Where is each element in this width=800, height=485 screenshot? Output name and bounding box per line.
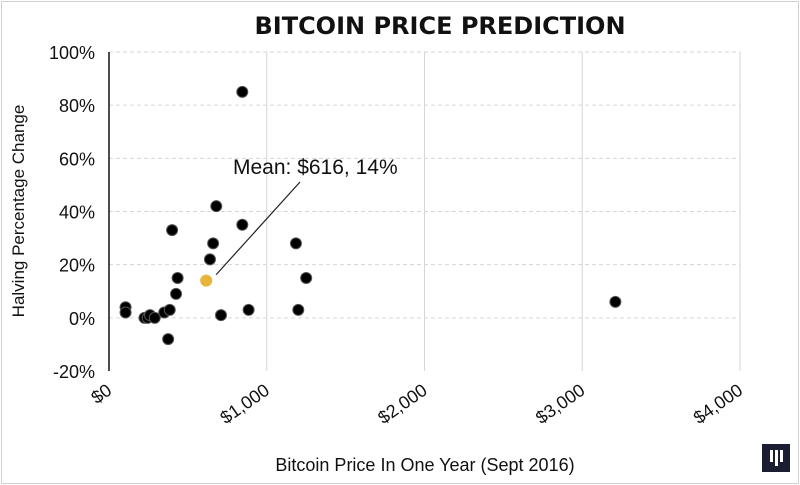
y-tick-label: 60% xyxy=(59,149,95,169)
x-tick-label: $1,000 xyxy=(216,380,273,428)
data-point xyxy=(300,271,313,284)
data-point xyxy=(166,224,179,237)
y-axis-label: Halving Percentage Change xyxy=(9,105,28,318)
y-tick-label: 20% xyxy=(59,256,95,276)
data-point xyxy=(215,309,228,322)
data-point xyxy=(210,200,223,213)
y-tick-label: 100% xyxy=(49,43,95,63)
y-tick-label: -20% xyxy=(53,362,95,382)
data-point xyxy=(242,303,255,316)
x-tick-label: $2,000 xyxy=(374,380,431,428)
x-tick-label: $0 xyxy=(87,380,115,408)
data-point xyxy=(170,287,183,300)
mean-point xyxy=(200,274,213,287)
mean-annotation-label: Mean: $616, 14% xyxy=(233,156,398,179)
x-tick-label: $4,000 xyxy=(690,380,747,428)
chart-title: BITCOIN PRICE PREDICTION xyxy=(254,12,625,40)
x-axis-label: Bitcoin Price In One Year (Sept 2016) xyxy=(275,455,574,475)
brand-logo xyxy=(762,444,790,472)
data-point xyxy=(609,295,622,308)
y-tick-label: 80% xyxy=(59,96,95,116)
data-point xyxy=(289,237,302,250)
y-tick-label: 40% xyxy=(59,203,95,223)
data-point xyxy=(236,85,249,98)
data-point xyxy=(292,303,305,316)
data-point xyxy=(148,311,161,324)
data-point xyxy=(162,333,175,346)
data-point xyxy=(163,303,176,316)
y-tick-label: 0% xyxy=(69,309,95,329)
data-point xyxy=(119,306,132,319)
data-point xyxy=(236,218,249,231)
mean-annotation-line xyxy=(215,181,301,276)
data-point xyxy=(171,271,184,284)
data-point xyxy=(203,253,216,266)
x-tick-label: $3,000 xyxy=(532,380,589,428)
data-point xyxy=(207,237,220,250)
